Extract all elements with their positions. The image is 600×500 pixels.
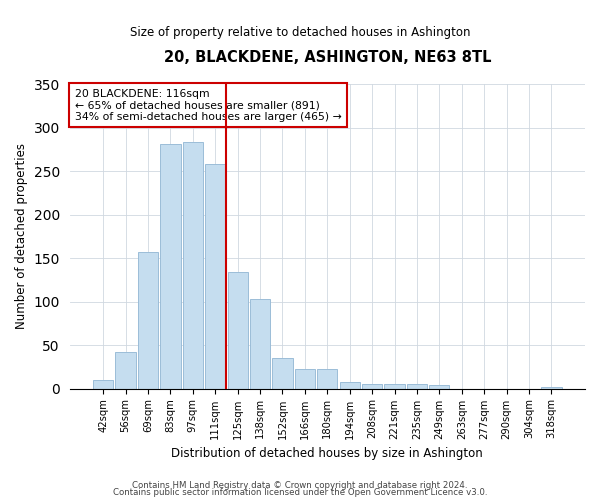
Bar	[317, 368, 337, 388]
Bar	[183, 142, 203, 388]
Text: Contains HM Land Registry data © Crown copyright and database right 2024.: Contains HM Land Registry data © Crown c…	[132, 480, 468, 490]
Bar	[205, 164, 226, 388]
Bar	[272, 358, 293, 388]
Bar	[227, 272, 248, 388]
Bar	[138, 252, 158, 388]
Y-axis label: Number of detached properties: Number of detached properties	[15, 144, 28, 330]
Bar	[407, 384, 427, 388]
Text: Size of property relative to detached houses in Ashington: Size of property relative to detached ho…	[130, 26, 470, 39]
X-axis label: Distribution of detached houses by size in Ashington: Distribution of detached houses by size …	[172, 447, 483, 460]
Title: 20, BLACKDENE, ASHINGTON, NE63 8TL: 20, BLACKDENE, ASHINGTON, NE63 8TL	[164, 50, 491, 65]
Text: 20 BLACKDENE: 116sqm
← 65% of detached houses are smaller (891)
34% of semi-deta: 20 BLACKDENE: 116sqm ← 65% of detached h…	[75, 89, 341, 122]
Bar	[430, 385, 449, 388]
Bar	[93, 380, 113, 388]
Bar	[340, 382, 360, 388]
Bar	[385, 384, 404, 388]
Bar	[541, 387, 562, 388]
Bar	[250, 299, 270, 388]
Bar	[295, 370, 315, 388]
Bar	[160, 144, 181, 388]
Bar	[362, 384, 382, 388]
Text: Contains public sector information licensed under the Open Government Licence v3: Contains public sector information licen…	[113, 488, 487, 497]
Bar	[115, 352, 136, 389]
